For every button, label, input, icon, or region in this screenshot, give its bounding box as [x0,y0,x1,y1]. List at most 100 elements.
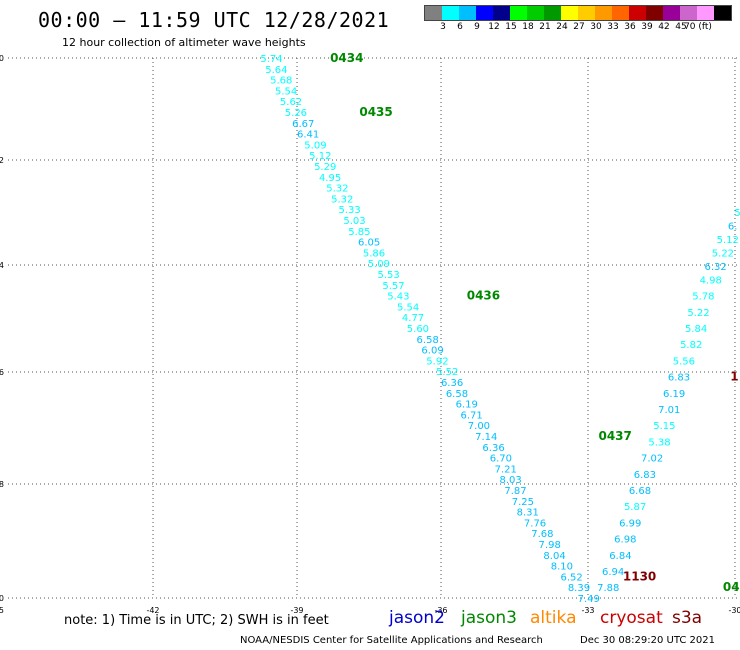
wave-height-label: 5.12 [717,235,739,246]
chart-subtitle: 12 hour collection of altimeter wave hei… [62,36,306,49]
wave-height-label: 6.68 [629,486,651,497]
wave-height-label: 6.84 [609,551,631,562]
color-swatch [561,6,578,20]
wave-height-label: 5.57 [382,281,404,292]
wave-height-label: 8.31 [517,508,539,519]
wave-height-label: 5.43 [387,292,409,303]
wave-height-label: 6.52 [561,572,583,583]
wave-height-label: 4.98 [700,275,722,286]
wave-height-label: 7.87 [504,486,526,497]
wave-height-label: 5.68 [270,76,292,87]
wave-height-label: 4.95 [319,173,341,184]
wave-height-label: 5.09 [368,259,390,270]
color-scale-label: 70 (ft) [684,22,712,32]
wave-height-label: 5.84 [685,324,707,335]
footer-timestamp: Dec 30 08:29:20 UTC 2021 [580,635,715,646]
wave-height-label: 5.15 [653,421,675,432]
wave-height-label: 7.76 [524,518,546,529]
wave-height-label: 8.03 [500,475,522,486]
wave-height-label: 5.12 [309,151,331,162]
wave-height-label: 8.39 [568,583,590,594]
pass-time-label: 0438 [723,580,740,594]
wave-height-label: 5.53 [378,270,400,281]
color-scale-label: 36 [624,22,636,32]
wave-height-label: 6.09 [421,346,443,357]
color-swatch [646,6,663,20]
wave-height-label: 7.88 [597,583,619,594]
color-swatch [612,6,629,20]
color-swatch [459,6,476,20]
x-tick-label: -33 [581,606,594,615]
wave-height-label: 6.70 [490,454,512,465]
x-tick-label: -39 [290,606,303,615]
color-scale-label: 33 [607,22,619,32]
wave-height-label: 5.26 [285,108,307,119]
wave-height-label: 7.68 [531,529,553,540]
wave-height-label: 4.77 [402,313,424,324]
color-scale-label: 18 [522,22,534,32]
chart-title: 00:00 – 11:59 UTC 12/28/2021 [38,8,390,32]
wave-height-label: 7.01 [658,405,680,416]
color-scale-label: 12 [488,22,500,32]
color-swatch [442,6,459,20]
wave-height-label: 5.22 [687,308,709,319]
wave-height-label: 6.32 [704,262,726,273]
color-swatch [527,6,544,20]
wave-height-label: 6.71 [460,410,482,421]
wave-height-label: 5.56 [673,356,695,367]
wave-height-label: 6.19 [456,400,478,411]
color-swatch [629,6,646,20]
wave-height-label: 7.25 [512,497,534,508]
wave-height-label: 6. [728,221,738,232]
color-scale-label: 39 [641,22,653,32]
color-scale-label: 30 [590,22,602,32]
color-swatch [476,6,493,20]
corner-tick-label: -45 [0,606,4,615]
wave-height-label: 6.94 [602,567,624,578]
color-swatch [663,6,680,20]
wave-height-label: 5.33 [338,205,360,216]
wave-height-label: 7.00 [468,421,490,432]
pass-time-label: 0436 [467,289,500,303]
color-scale-label: 27 [573,22,585,32]
wave-height-label: 5.85 [348,227,370,238]
wave-height-label: 6.83 [634,470,656,481]
color-swatch [697,6,714,20]
wave-height-label: 6.98 [614,535,636,546]
wave-height-label: 6.36 [482,443,504,454]
wave-height-label: 5.09 [304,140,326,151]
color-scale-labels: 3 6 9 12 15 18 21 24 27 30 33 36 39 42 45 70 (ft) [424,22,740,34]
wave-height-label: 5.82 [680,340,702,351]
wave-height-label: 5.78 [692,292,714,303]
legend-item-altika: altika [530,608,577,628]
footer-credit: NOAA/NESDIS Center for Satellite Applica… [240,635,543,646]
units-note: note: 1) Time is in UTC; 2) SWH is in fe… [64,613,329,628]
y-tick-label: -40 [0,54,4,63]
color-scale-label: 9 [474,22,480,32]
y-tick-label: -42 [0,156,4,165]
legend-item-cryosat: cryosat [600,608,663,628]
wave-height-label: 7.49 [578,594,600,605]
wave-height-label: 8.10 [551,562,573,573]
y-tick-label: -44 [0,261,4,270]
wave-height-label: 6.83 [668,373,690,384]
pass-time-label: 11 [730,370,740,384]
legend-item-jason3: jason3 [461,608,517,628]
wave-height-label: 6.58 [446,389,468,400]
wave-height-label: 5.92 [426,356,448,367]
legend-item-s3a: s3a [672,608,703,628]
y-tick-label: -48 [0,480,4,489]
wave-height-label: 5.62 [280,97,302,108]
wave-height-label: 5.54 [397,302,419,313]
pass-time-label: 0437 [598,429,631,443]
color-swatch [493,6,510,20]
wave-height-label: 5.86 [363,248,385,259]
x-tick-label: -36 [434,606,447,615]
wave-height-label: 7.14 [475,432,497,443]
y-tick-label: -50 [0,594,4,603]
y-tick-label: -46 [0,368,4,377]
wave-height-label: 6.05 [358,238,380,249]
wave-height-label: 5.29 [314,162,336,173]
wave-height-label: 5.52 [436,367,458,378]
